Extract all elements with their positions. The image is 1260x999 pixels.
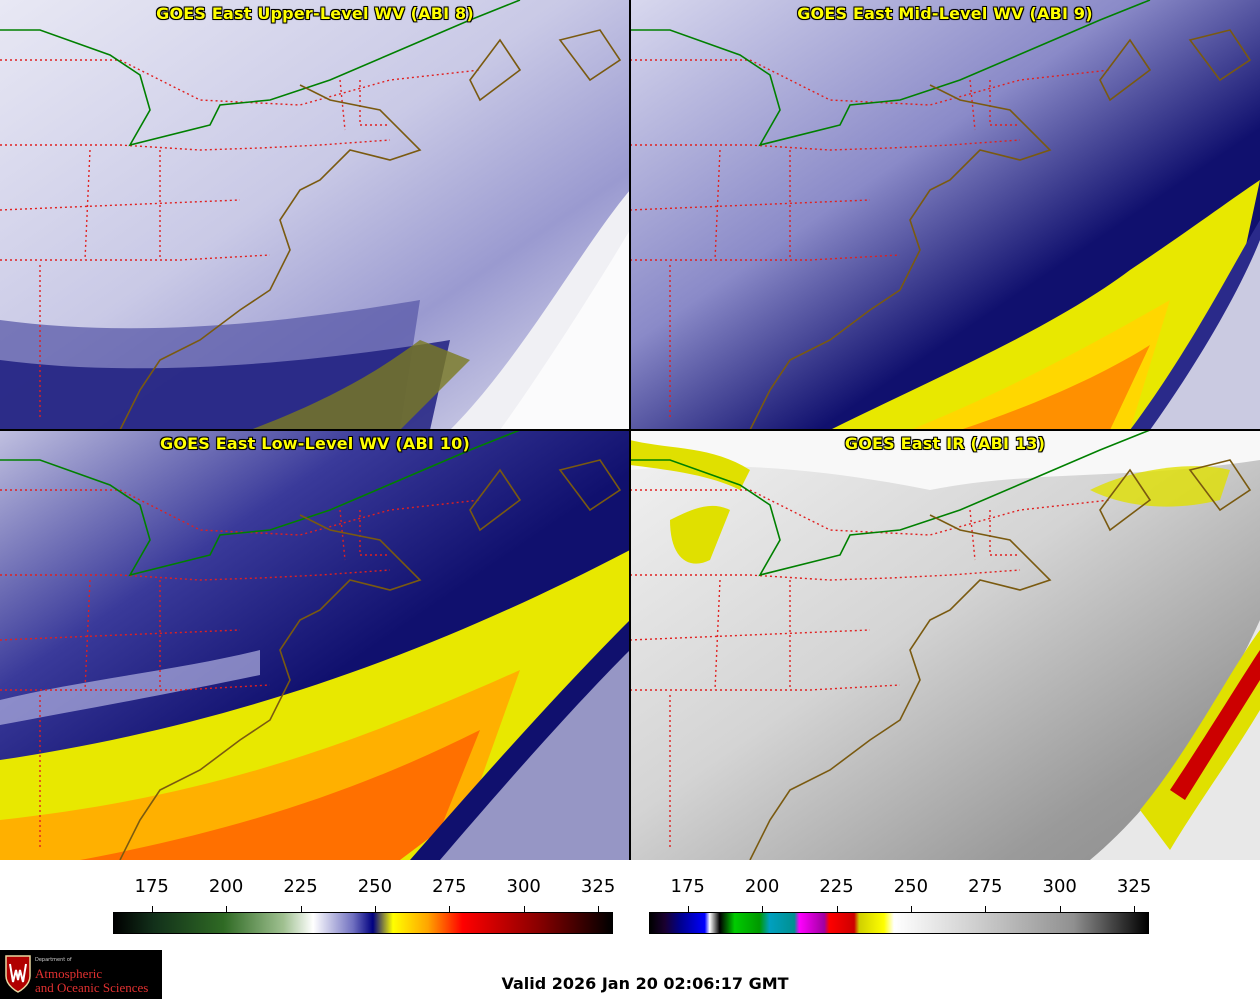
ir-tick-label: 175	[670, 876, 705, 897]
ir-colorbar: 175 200 225 250 275 300 325	[649, 876, 1152, 936]
wv-tick-label: 225	[283, 876, 318, 897]
upper-wv-image	[0, 0, 630, 430]
wv-colorbar: 175 200 225 250 275 300 325	[113, 876, 616, 936]
ir-tick-mark	[836, 906, 838, 912]
wv-tick-label: 175	[134, 876, 169, 897]
panel-title: GOES East Mid-Level WV (ABI 9)	[797, 4, 1093, 23]
panel-mid-level-wv: GOES East Mid-Level WV (ABI 9)	[630, 0, 1260, 430]
logo-line-1: Atmospheric	[35, 966, 103, 981]
wv-tick-label: 325	[580, 876, 616, 897]
ir-tick-mark	[910, 906, 912, 912]
ir-tick-label: 200	[744, 876, 780, 897]
logo-line-2: and Oceanic Sciences	[35, 980, 149, 995]
panel-low-level-wv: GOES East Low-Level WV (ABI 10)	[0, 430, 630, 860]
panel-ir: GOES East IR (ABI 13)	[630, 430, 1260, 860]
panel-title: GOES East IR (ABI 13)	[844, 434, 1046, 453]
wv-tick-label: 250	[357, 876, 393, 897]
ir-tick-label: 225	[819, 876, 854, 897]
wv-tick-mark	[226, 906, 228, 912]
ir-tick-label: 250	[893, 876, 929, 897]
wv-tick-mark	[151, 906, 153, 912]
logo-department: Department of	[35, 957, 72, 963]
ir-tick-mark	[687, 906, 689, 912]
ir-tick-label: 325	[1116, 876, 1152, 897]
wv-tick-mark	[523, 906, 525, 912]
wv-tick-label: 200	[208, 876, 244, 897]
uw-crest-icon	[5, 955, 31, 993]
panel-divider-horizontal	[0, 429, 1260, 431]
valid-time: Valid 2026 Jan 20 02:06:17 GMT	[501, 974, 789, 993]
wv-tick-mark	[598, 906, 600, 912]
ir-tick-label: 300	[1042, 876, 1077, 897]
ir-tick-mark	[1134, 906, 1136, 912]
ir-image	[630, 430, 1260, 860]
wv-tick-label: 300	[506, 876, 541, 897]
aos-logo: Department of Atmospheric and Oceanic Sc…	[0, 950, 162, 999]
wv-tick-label: 275	[432, 876, 467, 897]
panel-title: GOES East Low-Level WV (ABI 10)	[159, 434, 470, 453]
ir-tick-mark	[1059, 906, 1061, 912]
mid-wv-image	[630, 0, 1260, 430]
wv-tick-mark	[449, 906, 451, 912]
wv-tick-mark	[374, 906, 376, 912]
ir-colorbar-gradient	[649, 912, 1149, 934]
ir-tick-mark	[762, 906, 764, 912]
panel-upper-level-wv: GOES East Upper-Level WV (ABI 8)	[0, 0, 630, 430]
ir-tick-label: 275	[968, 876, 1003, 897]
ir-tick-mark	[985, 906, 987, 912]
panel-title: GOES East Upper-Level WV (ABI 8)	[156, 4, 474, 23]
wv-colorbar-gradient	[113, 912, 613, 934]
wv-tick-mark	[300, 906, 302, 912]
low-wv-image	[0, 430, 630, 860]
